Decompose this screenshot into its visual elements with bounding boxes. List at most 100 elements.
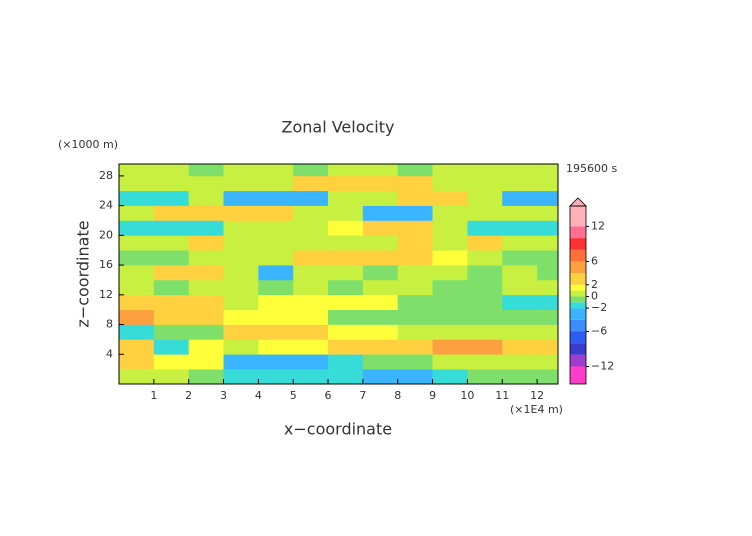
contour-cell bbox=[258, 190, 294, 206]
colorbar-tick-label: −12 bbox=[591, 359, 614, 372]
contour-cell bbox=[397, 309, 433, 325]
x-tick-label: 9 bbox=[429, 389, 436, 402]
x-tick-label: 8 bbox=[394, 389, 401, 402]
colorbar-band bbox=[570, 308, 586, 320]
contour-cell bbox=[119, 205, 155, 221]
contour-cell bbox=[258, 175, 294, 192]
contour-cell bbox=[258, 279, 294, 296]
contour-cell bbox=[119, 294, 155, 310]
contour-cell bbox=[502, 265, 538, 281]
y-unit: (×1000 m) bbox=[58, 138, 118, 151]
y-tick-label: 16 bbox=[99, 258, 113, 271]
contour-cell bbox=[502, 250, 538, 266]
plot-frame bbox=[118, 163, 559, 385]
contour-cell bbox=[328, 339, 364, 355]
contour-cell bbox=[432, 309, 468, 325]
colorbar-band bbox=[570, 354, 586, 367]
contour-cell bbox=[537, 250, 559, 266]
contour-cell bbox=[537, 369, 559, 385]
contour-cell bbox=[432, 175, 468, 192]
contour-cell bbox=[362, 220, 399, 236]
contour-cell bbox=[432, 205, 468, 221]
contour-cell bbox=[153, 279, 189, 296]
contour-cell bbox=[502, 294, 538, 310]
x-tick-label: 4 bbox=[255, 389, 262, 402]
contour-cell bbox=[258, 205, 294, 221]
contour-cell bbox=[188, 175, 224, 192]
contour-cell bbox=[362, 164, 399, 177]
contour-cell bbox=[362, 175, 399, 192]
contour-cell bbox=[502, 175, 538, 192]
colorbar-tick-label: 6 bbox=[591, 254, 598, 267]
contour-cell bbox=[223, 265, 259, 281]
x-tick-label: 6 bbox=[325, 389, 332, 402]
y-tick-label: 12 bbox=[99, 288, 113, 301]
colorbar-arrow bbox=[569, 197, 587, 207]
contour-cell bbox=[223, 220, 259, 236]
contour-cell bbox=[502, 354, 538, 370]
contour-cell bbox=[223, 175, 259, 192]
x-unit: (×1E4 m) bbox=[510, 403, 563, 416]
contour-cell bbox=[502, 309, 538, 325]
contour-cell bbox=[119, 164, 155, 177]
contour-cell bbox=[119, 220, 155, 236]
colorbar-band bbox=[570, 238, 586, 250]
contour-cell bbox=[119, 175, 155, 192]
contour-cell bbox=[537, 339, 559, 355]
contour-cell bbox=[223, 309, 259, 325]
contour-cell bbox=[397, 235, 433, 251]
colorbar-band bbox=[570, 261, 586, 274]
contour-cell bbox=[293, 175, 329, 192]
contour-cell bbox=[188, 250, 224, 266]
contour-cell bbox=[258, 294, 294, 310]
x-tick-label: 5 bbox=[290, 389, 297, 402]
colorbar-band bbox=[570, 273, 586, 285]
x-tick-label: 12 bbox=[530, 389, 544, 402]
contour-cell bbox=[397, 324, 433, 340]
contour-cell bbox=[502, 339, 538, 355]
contour-cell bbox=[188, 220, 224, 236]
contour-cell bbox=[537, 220, 559, 236]
contour-cell bbox=[362, 369, 399, 385]
contour-cell bbox=[258, 354, 294, 370]
contour-cell bbox=[293, 354, 329, 370]
y-tick-label: 4 bbox=[106, 347, 113, 360]
contour-cell bbox=[328, 205, 364, 221]
contour-cell bbox=[397, 220, 433, 236]
contour-cell bbox=[467, 205, 503, 221]
contour-cell bbox=[223, 294, 259, 310]
colorbar-band bbox=[570, 296, 586, 303]
colorbar-tick-label: 2 bbox=[591, 278, 598, 291]
contour-cell bbox=[293, 279, 329, 296]
contour-cell bbox=[293, 294, 329, 310]
contour-cell bbox=[293, 339, 329, 355]
x-tick-label: 7 bbox=[359, 389, 366, 402]
colorbar-band bbox=[570, 226, 586, 239]
contour-cell bbox=[188, 190, 224, 206]
contour-cell bbox=[153, 220, 189, 236]
contour-cell bbox=[467, 369, 503, 385]
colorbar-band bbox=[570, 249, 586, 262]
contour-cell bbox=[119, 250, 155, 266]
contour-cell bbox=[397, 175, 433, 192]
contour-cell bbox=[258, 309, 294, 325]
y-tick-label: 28 bbox=[99, 169, 113, 182]
contour-cell bbox=[188, 279, 224, 296]
contour-cell bbox=[467, 294, 503, 310]
contour-cell bbox=[502, 190, 538, 206]
contour-cell bbox=[328, 250, 364, 266]
x-tick-label: 11 bbox=[495, 389, 509, 402]
contour-cell bbox=[432, 294, 468, 310]
contour-cell bbox=[467, 164, 503, 177]
contour-cell bbox=[153, 235, 189, 251]
contour-cell bbox=[119, 354, 155, 370]
contour-cell bbox=[119, 339, 155, 355]
colorbar-band bbox=[570, 366, 586, 384]
contour-cell bbox=[328, 175, 364, 192]
colorbar-band bbox=[570, 206, 586, 227]
contour-cell bbox=[537, 205, 559, 221]
contour-cell bbox=[188, 205, 224, 221]
contour-cell bbox=[362, 354, 399, 370]
contour-cell bbox=[467, 279, 503, 296]
